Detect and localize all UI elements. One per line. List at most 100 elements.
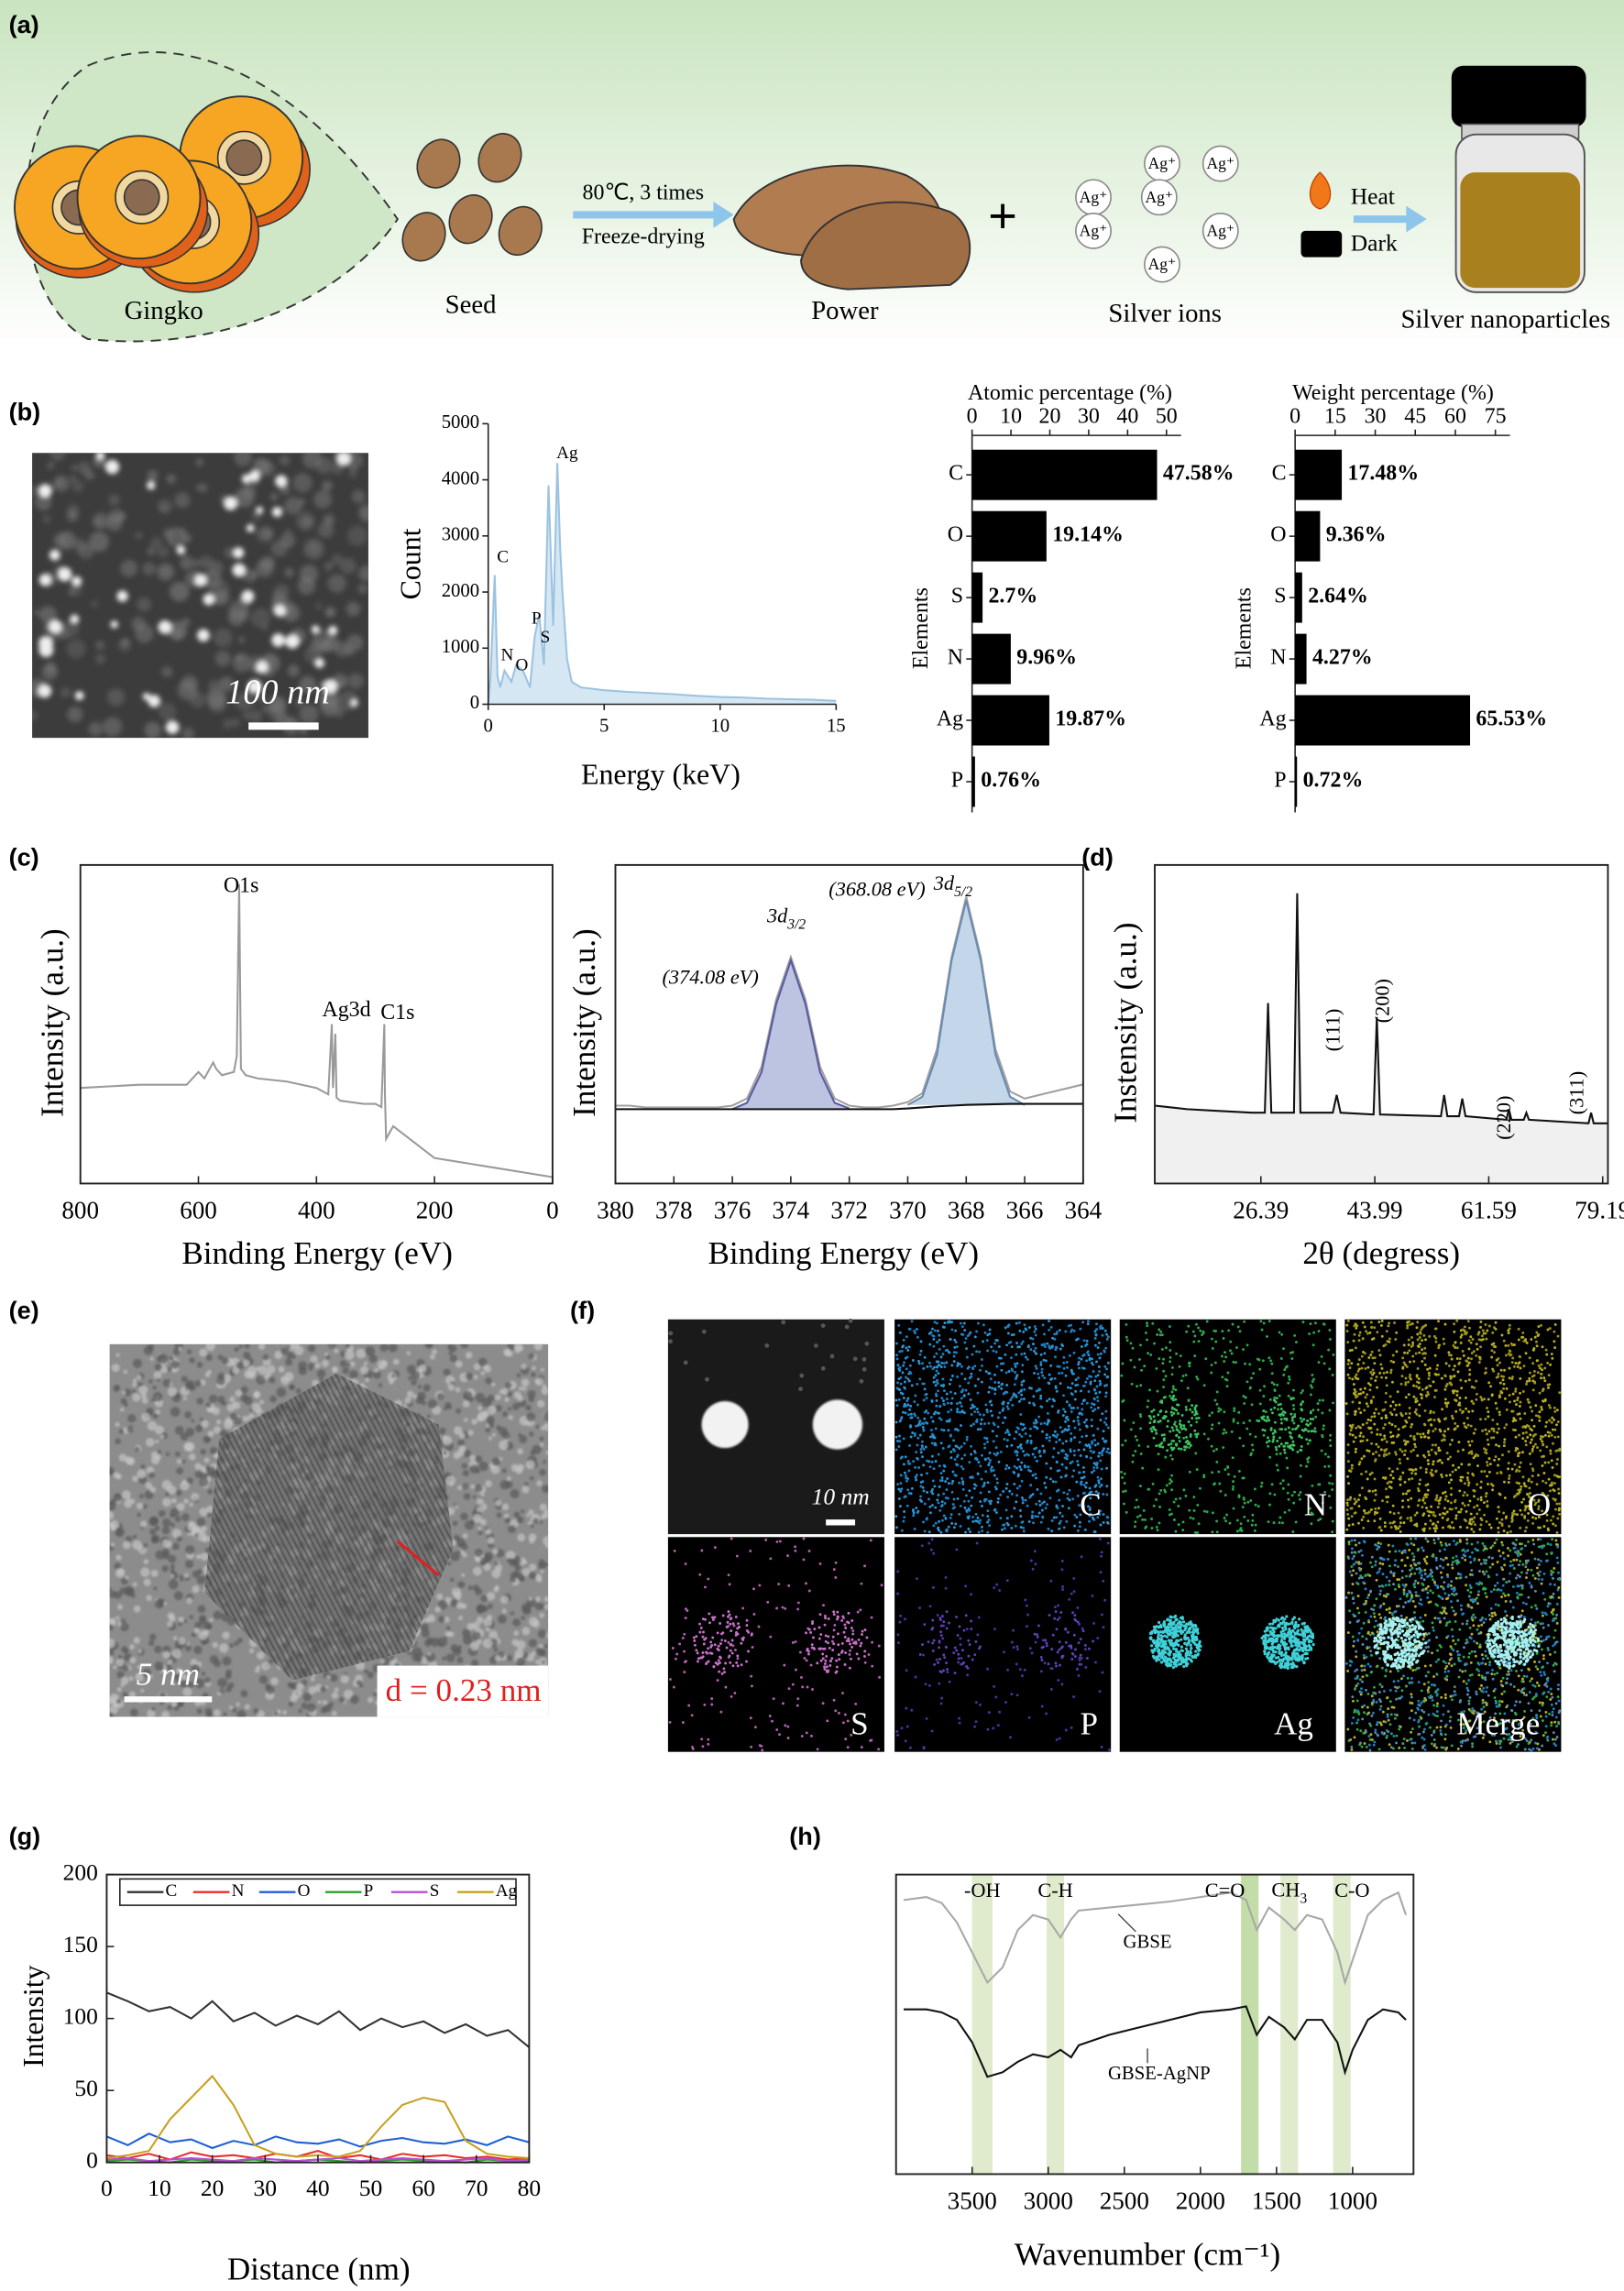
map-dot — [1015, 1486, 1019, 1490]
map-dot — [1197, 1340, 1201, 1343]
map-dot — [1394, 1403, 1398, 1407]
map-dot — [1047, 1381, 1050, 1385]
map-dot — [907, 1345, 911, 1349]
map-dot — [1043, 1345, 1047, 1349]
map-dot — [924, 1420, 927, 1424]
sem-speck — [157, 563, 175, 581]
map-dot — [1518, 1465, 1521, 1469]
map-dot — [1403, 1453, 1406, 1456]
map-dot — [1371, 1489, 1375, 1493]
map-dot — [1043, 1332, 1046, 1336]
map-dot — [976, 1391, 980, 1395]
sem-speck — [280, 532, 296, 548]
map-dot — [944, 1529, 948, 1532]
map-dot — [1242, 1444, 1245, 1448]
map-dot — [973, 1410, 977, 1413]
tem-grain — [429, 1354, 435, 1360]
tem-grain — [469, 1519, 476, 1525]
map-dot — [1081, 1354, 1084, 1357]
map-dot — [1369, 1507, 1373, 1511]
map-dot — [949, 1516, 952, 1519]
tem-grain — [247, 1365, 258, 1376]
map-dot — [1322, 1428, 1325, 1431]
map-dot — [1050, 1519, 1054, 1522]
map-dot — [973, 1384, 977, 1387]
tem-grain — [152, 1385, 157, 1390]
map-dot — [1191, 1517, 1195, 1520]
sem-particle — [176, 545, 186, 555]
tem-grain — [453, 1452, 461, 1460]
tem-grain — [291, 1354, 296, 1359]
map-dot — [1179, 1496, 1182, 1500]
tem-grain — [443, 1435, 447, 1441]
map-dot — [974, 1456, 978, 1460]
map-dot — [937, 1501, 940, 1505]
map-dot — [1168, 1482, 1171, 1485]
map-dot — [992, 1440, 995, 1443]
map-dot — [1266, 1415, 1269, 1419]
sem-particle — [248, 470, 261, 482]
map-dot — [1104, 1409, 1108, 1413]
map-dot — [1358, 1401, 1361, 1405]
tem-grain — [201, 1420, 209, 1429]
map-dot — [1281, 1521, 1284, 1525]
map-dot — [970, 1424, 973, 1428]
map-dot — [980, 1358, 983, 1361]
map-dot — [1197, 1416, 1201, 1420]
tem-grain — [539, 1519, 543, 1524]
map-dot — [897, 1497, 901, 1500]
tem-grain — [124, 1402, 128, 1408]
map-dot — [1273, 1406, 1277, 1409]
sem-speck — [142, 562, 156, 575]
map-dot — [915, 1478, 918, 1482]
sem-speck — [235, 691, 255, 711]
map-dot — [1379, 1323, 1383, 1327]
tem-grain — [149, 1633, 157, 1641]
map-dot — [1007, 1341, 1011, 1344]
tem-grain — [186, 1597, 193, 1604]
map-dot — [1248, 1387, 1252, 1390]
map-dot — [1543, 1461, 1547, 1464]
map-dot — [1096, 1396, 1099, 1399]
map-dot — [1308, 1332, 1311, 1335]
tem-grain — [481, 1398, 492, 1408]
map-dot — [1034, 1473, 1037, 1476]
sem-speck — [261, 527, 274, 541]
map-dot — [1081, 1402, 1084, 1406]
tem-grain — [115, 1438, 121, 1445]
map-dot — [1376, 1386, 1378, 1389]
map-dot — [1328, 1439, 1332, 1442]
map-dot — [1080, 1345, 1083, 1348]
map-dot — [1005, 1463, 1009, 1467]
map-dot — [930, 1441, 934, 1445]
map-dot — [975, 1408, 979, 1410]
map-dot — [1415, 1511, 1419, 1515]
map-dot — [1125, 1339, 1129, 1343]
tem-grain — [543, 1509, 549, 1518]
map-dot — [967, 1528, 971, 1530]
seed — [416, 138, 461, 189]
map-dot — [903, 1516, 906, 1519]
map-dot — [901, 1410, 905, 1414]
tem-grain — [464, 1418, 468, 1422]
tem-grain — [483, 1365, 491, 1373]
map-dot — [942, 1429, 946, 1432]
map-dot — [1078, 1525, 1081, 1529]
map-dot — [1269, 1359, 1273, 1363]
map-dot — [927, 1530, 931, 1534]
tem-grain — [212, 1641, 218, 1649]
map-dot — [1408, 1477, 1411, 1481]
map-dot — [1279, 1418, 1283, 1421]
map-dot — [933, 1485, 937, 1488]
map-dot — [900, 1487, 904, 1491]
map-dot — [1058, 1521, 1061, 1525]
sem-particle — [350, 698, 358, 707]
map-dot — [1498, 1457, 1500, 1461]
map-dot — [943, 1464, 947, 1468]
map-dot — [1275, 1397, 1278, 1400]
tem-grain — [142, 1542, 148, 1549]
map-dot — [1061, 1505, 1064, 1507]
tem-grain — [516, 1639, 526, 1650]
map-dot — [1498, 1361, 1501, 1365]
map-dot — [1101, 1437, 1104, 1441]
